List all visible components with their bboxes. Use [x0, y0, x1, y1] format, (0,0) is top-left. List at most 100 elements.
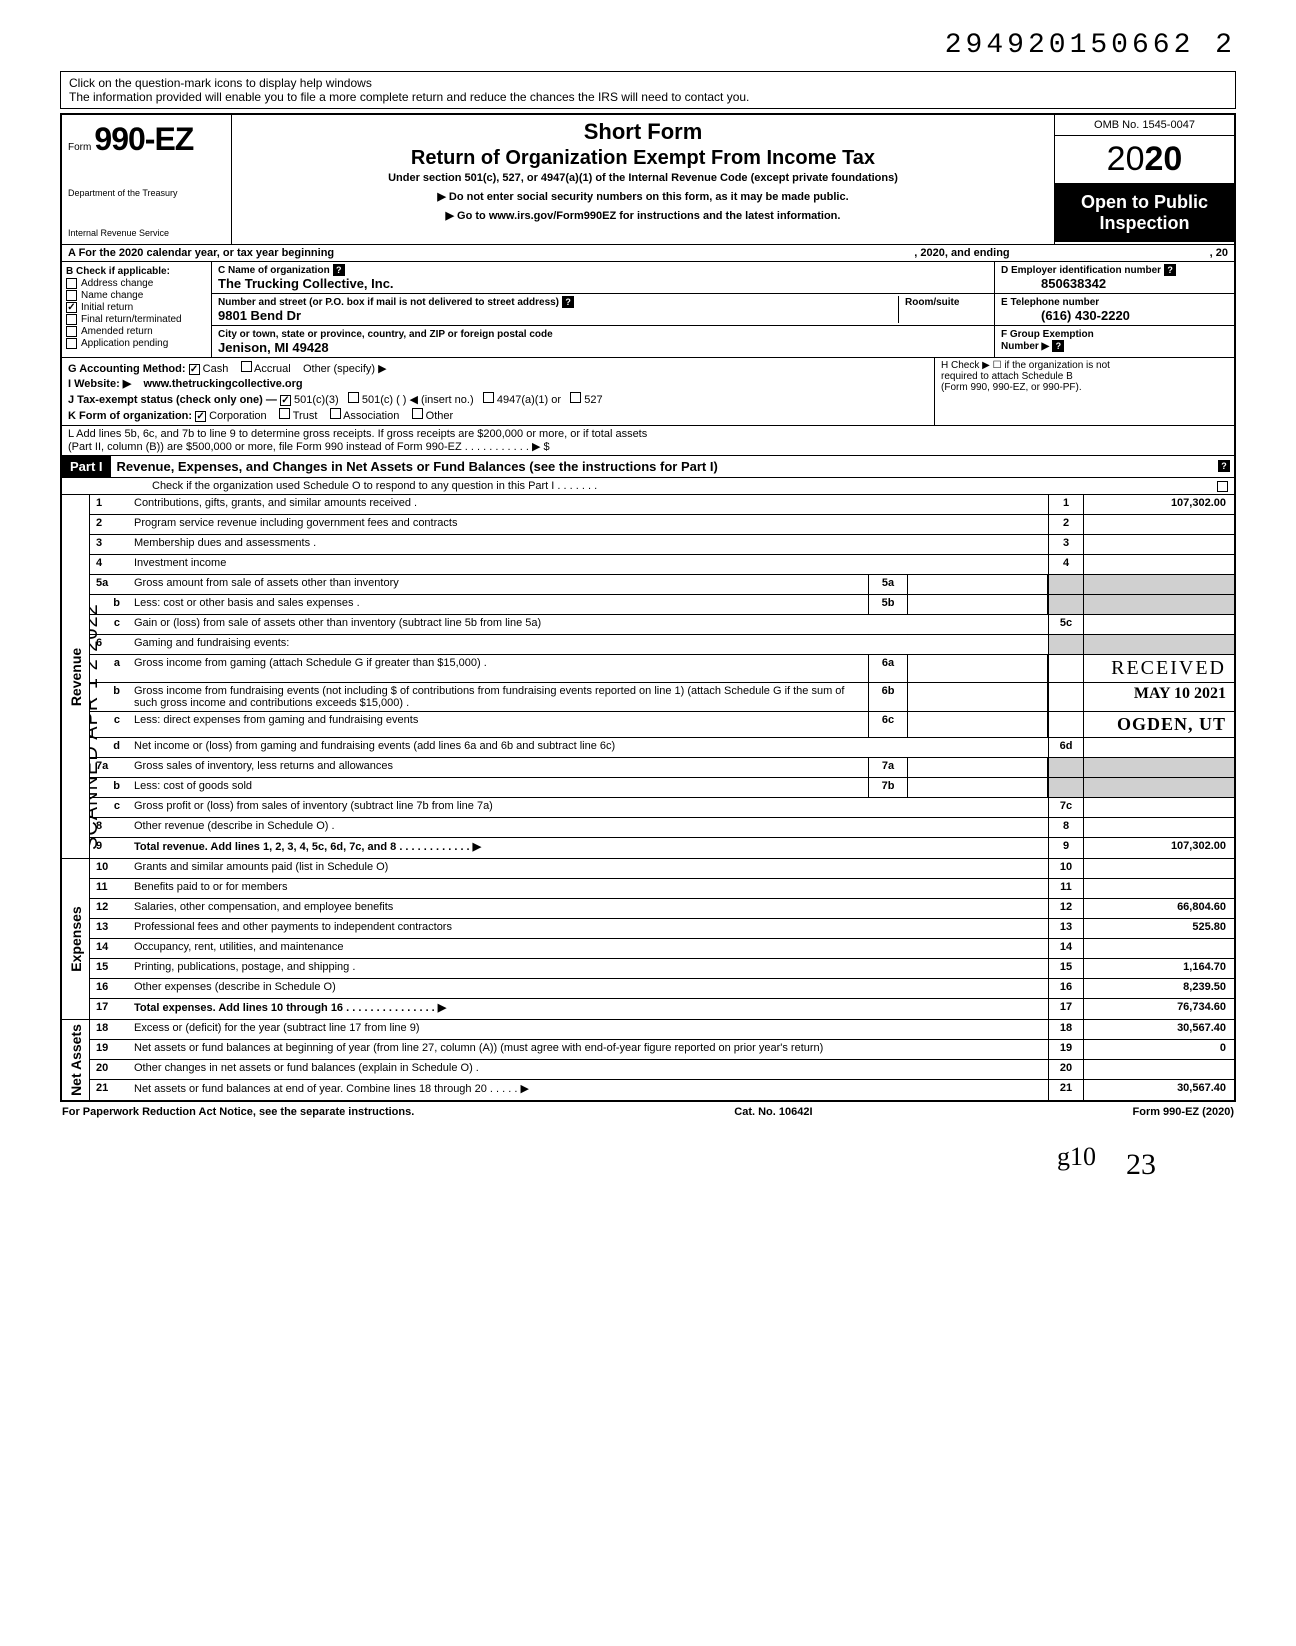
right-line-number: 4 — [1048, 555, 1084, 574]
b-checkbox[interactable] — [66, 290, 77, 301]
help-icon[interactable]: ? — [333, 264, 345, 276]
line-desc: Gross income from fundraising events (no… — [130, 683, 868, 711]
form-header: Form 990-EZ Department of the Treasury I… — [62, 115, 1234, 245]
right-line-number: 2 — [1048, 515, 1084, 534]
header-mid: Short Form Return of Organization Exempt… — [232, 115, 1054, 244]
line-desc: Other changes in net assets or fund bala… — [130, 1060, 1048, 1079]
501c3-checkbox[interactable]: ✓ — [280, 395, 291, 406]
line-number: 17 — [90, 999, 130, 1019]
under-section: Under section 501(c), 527, or 4947(a)(1)… — [242, 172, 1044, 184]
footer: For Paperwork Reduction Act Notice, see … — [60, 1102, 1236, 1122]
b-checkbox[interactable]: ✓ — [66, 302, 77, 313]
mid-line-number: 6b — [868, 683, 908, 711]
right-shaded-val — [1084, 758, 1234, 777]
right-line-number: 1 — [1048, 495, 1084, 514]
b-checkbox[interactable] — [66, 326, 77, 337]
cash-checkbox[interactable]: ✓ — [189, 364, 200, 375]
right-line-number — [1048, 712, 1084, 737]
l-text2: (Part II, column (B)) are $500,000 or mo… — [68, 440, 1228, 453]
4947-checkbox[interactable] — [483, 392, 494, 403]
line-desc: Benefits paid to or for members — [130, 879, 1048, 898]
assoc-checkbox[interactable] — [330, 408, 341, 419]
line-6b: bGross income from fundraising events (n… — [90, 683, 1234, 712]
right-line-value: 66,804.60 — [1084, 899, 1234, 918]
right-line-number — [1048, 655, 1084, 682]
right-line-value — [1084, 879, 1234, 898]
line-desc: Less: cost or other basis and sales expe… — [130, 595, 868, 614]
year-prefix: 20 — [1107, 140, 1145, 178]
netassets-section: Net Assets 18Excess or (deficit) for the… — [62, 1020, 1234, 1100]
omb-number: OMB No. 1545-0047 — [1055, 115, 1234, 136]
line-desc: Salaries, other compensation, and employ… — [130, 899, 1048, 918]
line-16: 16Other expenses (describe in Schedule O… — [90, 979, 1234, 999]
j-4947: 4947(a)(1) or — [497, 394, 561, 406]
501c-checkbox[interactable] — [348, 392, 359, 403]
line-10: 10Grants and similar amounts paid (list … — [90, 859, 1234, 879]
help-icon[interactable]: ? — [1164, 264, 1176, 276]
right-line-number: 8 — [1048, 818, 1084, 837]
line-number: 2 — [90, 515, 130, 534]
short-form-label: Short Form — [242, 119, 1044, 145]
help-icon[interactable]: ? — [1218, 460, 1230, 472]
right-shaded-val — [1084, 595, 1234, 614]
col-b: B Check if applicable: Address changeNam… — [62, 262, 212, 357]
right-line-value: 8,239.50 — [1084, 979, 1234, 998]
year-suffix: 20 — [1145, 140, 1183, 178]
line-desc: Professional fees and other payments to … — [130, 919, 1048, 938]
right-line-number: 20 — [1048, 1060, 1084, 1079]
line-number: 12 — [90, 899, 130, 918]
g-label: G Accounting Method: — [68, 363, 186, 375]
row-a-left: A For the 2020 calendar year, or tax yea… — [68, 247, 334, 259]
line-18: 18Excess or (deficit) for the year (subt… — [90, 1020, 1234, 1040]
mid-line-value — [908, 683, 1048, 711]
street: 9801 Bend Dr — [218, 308, 301, 323]
mid-line-value — [908, 758, 1048, 777]
netassets-side-label: Net Assets — [62, 1020, 90, 1100]
right-shaded-val — [1084, 575, 1234, 594]
line-number: 11 — [90, 879, 130, 898]
trust-checkbox[interactable] — [279, 408, 290, 419]
right-line-number: 13 — [1048, 919, 1084, 938]
stamp-cell: OGDEN, UT — [1084, 712, 1234, 737]
j-501c: 501(c) ( ) ◀ (insert no.) — [362, 394, 474, 406]
line-desc: Gaming and fundraising events: — [130, 635, 1048, 654]
e-label: E Telephone number — [1001, 297, 1099, 308]
accrual-checkbox[interactable] — [241, 361, 252, 372]
527-checkbox[interactable] — [570, 392, 581, 403]
b-checkbox[interactable] — [66, 278, 77, 289]
right-line-number: 3 — [1048, 535, 1084, 554]
header-right: OMB No. 1545-0047 2020 Open to Public In… — [1054, 115, 1234, 244]
line-5a: 5aGross amount from sale of assets other… — [90, 575, 1234, 595]
b-option: Final return/terminated — [66, 314, 207, 325]
j-row: J Tax-exempt status (check only one) — ✓… — [68, 391, 928, 407]
row-a-mid: , 2020, and ending — [914, 247, 1009, 259]
k-row: K Form of organization: ✓ Corporation Tr… — [68, 407, 928, 423]
ssn-warning: ▶ Do not enter social security numbers o… — [242, 190, 1044, 203]
k-other: Other — [426, 410, 454, 422]
other-checkbox[interactable] — [412, 408, 423, 419]
b-checkbox[interactable] — [66, 314, 77, 325]
k-label: K Form of organization: — [68, 410, 192, 422]
help-icon[interactable]: ? — [562, 296, 574, 308]
corp-checkbox[interactable]: ✓ — [195, 411, 206, 422]
line-desc: Less: cost of goods sold — [130, 778, 868, 797]
ein: 850638342 — [1041, 276, 1106, 291]
footer-left: For Paperwork Reduction Act Notice, see … — [62, 1106, 414, 1118]
b-checkbox[interactable] — [66, 338, 77, 349]
schedule-o-checkbox[interactable] — [1217, 481, 1228, 492]
g-cash: Cash — [203, 363, 229, 375]
line-20: 20Other changes in net assets or fund ba… — [90, 1060, 1234, 1080]
return-title: Return of Organization Exempt From Incom… — [242, 147, 1044, 170]
help-icon[interactable]: ? — [1052, 340, 1064, 352]
line-9: 9Total revenue. Add lines 1, 2, 3, 4, 5c… — [90, 838, 1234, 858]
right-line-value — [1084, 798, 1234, 817]
l-text: L Add lines 5b, 6c, and 7b to line 9 to … — [68, 428, 1228, 440]
right-line-value — [1084, 615, 1234, 634]
line-desc: Excess or (deficit) for the year (subtra… — [130, 1020, 1048, 1039]
right-line-number: 19 — [1048, 1040, 1084, 1059]
org-name: The Trucking Collective, Inc. — [218, 276, 394, 291]
line-4: 4Investment income4 — [90, 555, 1234, 575]
tax-year: 2020 — [1055, 136, 1234, 184]
open-public-2: Inspection — [1059, 213, 1230, 234]
city-row: City or town, state or province, country… — [212, 326, 994, 357]
